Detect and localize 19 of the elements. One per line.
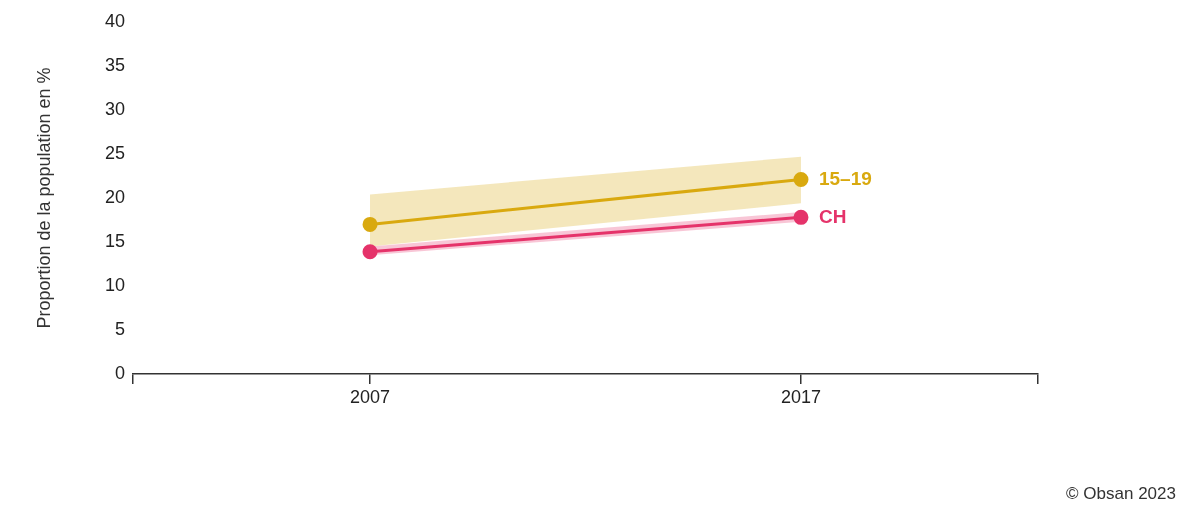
x-tick-label: 2007 — [350, 386, 391, 407]
point — [362, 216, 378, 232]
y-tick-label: 25 — [104, 142, 125, 163]
y-tick-label: 10 — [104, 274, 125, 295]
point — [362, 244, 378, 260]
x-tick-label: 2017 — [780, 386, 821, 407]
y-tick-label: 20 — [104, 186, 125, 207]
text: © Obsan 2023 — [1066, 484, 1176, 504]
point — [793, 209, 809, 225]
y-tick-label: 35 — [104, 54, 125, 75]
y-tick-label: 40 — [104, 10, 125, 31]
y-tick-label: 15 — [104, 230, 125, 251]
y-tick-label: 30 — [104, 98, 125, 119]
y-tick-label: 0 — [114, 362, 125, 383]
series-label: 15–19 — [818, 167, 872, 189]
y-tick-label: 5 — [114, 318, 125, 339]
y-axis-title: Proportion de la population en % — [33, 67, 54, 329]
point — [793, 172, 809, 188]
series-label: CH — [818, 205, 847, 227]
